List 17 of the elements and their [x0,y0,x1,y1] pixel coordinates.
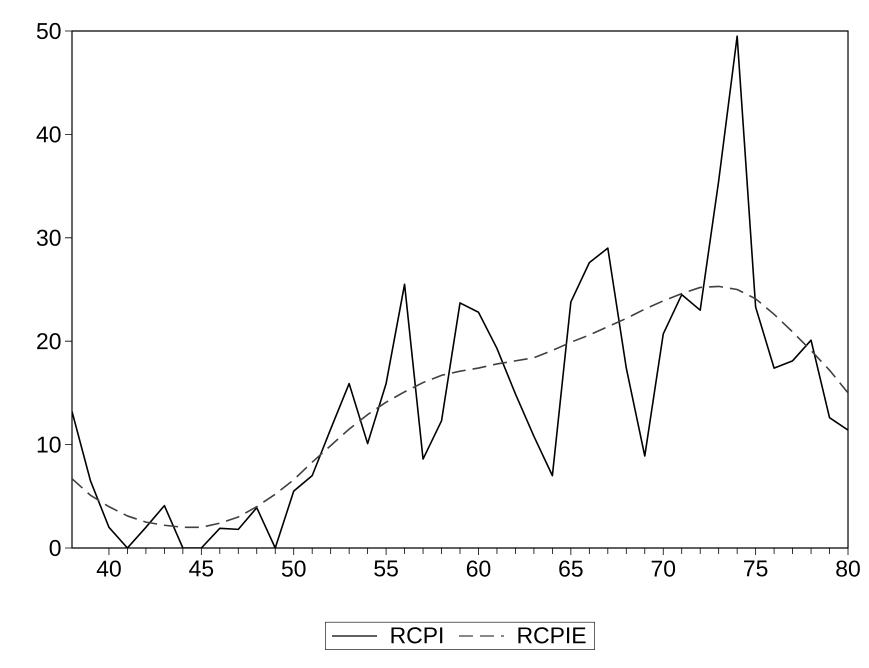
legend-label: RCPI [391,627,442,644]
x-tick-label: 80 [836,560,860,577]
x-tick-label: 55 [374,560,398,577]
y-tick-label: 50 [36,22,61,40]
x-tick-label: 50 [282,560,306,577]
x-tick-label: 75 [744,560,768,577]
x-tick-label: 65 [559,560,583,577]
y-tick-label: 30 [36,230,61,246]
y-tick-label: 40 [36,126,61,143]
y-tick-label: 10 [38,436,61,453]
legend-label: RCPIE [518,627,586,644]
x-tick-label: 70 [652,560,676,577]
y-tick-label: 0 [50,540,61,556]
y-tick-label: 20 [37,333,61,350]
x-tick-label: 45 [189,560,214,577]
x-tick-label: 60 [466,560,490,577]
x-tick-label: 40 [96,560,121,577]
